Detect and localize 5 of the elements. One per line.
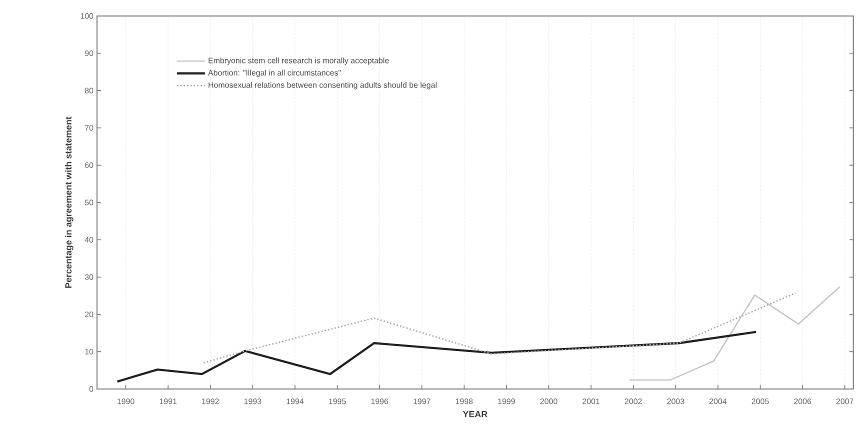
x-axis-title: YEAR [462,410,488,418]
line-series [202,292,796,364]
y-axis-title: Percentage in agreement with statement [64,116,74,288]
line-series [628,286,840,381]
line-series [116,330,758,383]
